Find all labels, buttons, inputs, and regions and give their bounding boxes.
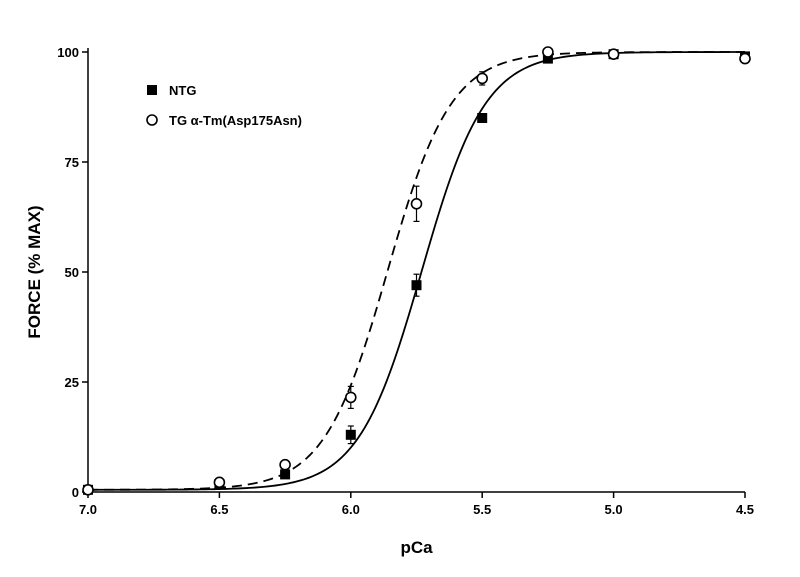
data-points xyxy=(82,46,751,496)
y-tick-label: 25 xyxy=(65,375,79,390)
x-tick-label: 4.5 xyxy=(736,502,754,517)
series-0-point xyxy=(477,113,488,123)
series-0-point xyxy=(280,469,291,480)
x-axis-title: pCa xyxy=(400,538,433,557)
y-tick-label: 50 xyxy=(65,265,79,280)
y-tick-label: 0 xyxy=(72,485,79,500)
legend-label-0: NTG xyxy=(169,83,196,98)
legend-marker-0 xyxy=(147,85,157,95)
series-1-point xyxy=(213,476,226,489)
legend: NTG TG α-Tm(Asp175Asn) xyxy=(146,83,302,128)
x-ticks: 7.0 6.5 6.0 5.5 5.0 4.5 xyxy=(79,492,754,517)
series-1-point xyxy=(279,458,291,471)
series-0-point xyxy=(411,280,422,291)
series-1-point xyxy=(82,483,94,496)
x-tick-label: 5.0 xyxy=(605,502,623,517)
x-tick-label: 6.5 xyxy=(210,502,228,517)
axes xyxy=(87,48,745,493)
y-axis-title: FORCE (% MAX) xyxy=(25,205,44,338)
series-1-point xyxy=(410,198,423,210)
series-1-fit-curve xyxy=(87,51,745,491)
legend-marker-1 xyxy=(146,114,158,126)
legend-label-1: TG α-Tm(Asp175Asn) xyxy=(169,113,302,128)
series-1-point xyxy=(476,72,489,85)
y-tick-label: 75 xyxy=(65,155,79,170)
series-1-point xyxy=(739,52,751,65)
x-tick-label: 6.0 xyxy=(342,502,360,517)
x-tick-label: 5.5 xyxy=(473,502,491,517)
series-0-point xyxy=(542,53,553,64)
y-ticks: 0 25 50 75 100 xyxy=(57,45,88,500)
series-1-point xyxy=(542,46,554,58)
series-1-point xyxy=(344,391,357,404)
series-0-point xyxy=(345,429,356,440)
series-1-point xyxy=(607,48,620,61)
y-tick-label: 100 xyxy=(57,45,79,60)
x-tick-label: 7.0 xyxy=(79,502,97,517)
